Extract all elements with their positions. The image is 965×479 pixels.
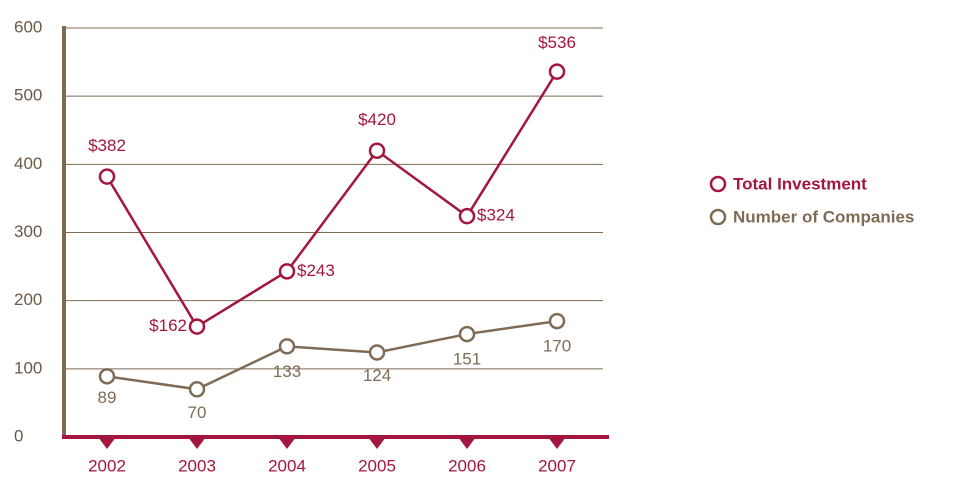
data-label: 170: [543, 337, 571, 356]
y-tick-label: 300: [14, 222, 42, 241]
x-tick-label: 2003: [178, 456, 216, 475]
data-point: [368, 344, 386, 361]
y-tick-label: 400: [14, 154, 42, 173]
y-tick-label: 500: [14, 86, 42, 105]
x-tick-label: 2005: [358, 456, 396, 475]
x-tick-label: 2004: [268, 456, 306, 475]
x-tick-label: 2006: [448, 456, 486, 475]
legend-label: Number of Companies: [733, 207, 914, 226]
data-point: [188, 381, 206, 398]
data-point: [458, 325, 476, 343]
x-tick-marker: [368, 437, 386, 449]
legend-label: Total Investment: [733, 174, 867, 193]
series-line: [106, 319, 558, 391]
x-tick-label: 2007: [538, 456, 576, 475]
x-tick-label: 2002: [88, 456, 126, 475]
data-label: $162: [149, 316, 187, 335]
data-point: [98, 168, 116, 185]
x-tick-marker: [188, 437, 206, 449]
data-label: $324: [477, 206, 515, 225]
data-point: [278, 263, 296, 280]
x-tick-marker: [98, 437, 116, 449]
y-tick-label: 100: [14, 358, 42, 377]
data-point: [548, 63, 566, 80]
data-label: $382: [88, 136, 126, 155]
legend-marker: [709, 175, 727, 193]
data-label: $420: [358, 110, 396, 129]
data-point: [278, 338, 296, 355]
data-point: [98, 368, 116, 385]
x-tick-marker: [458, 437, 476, 449]
data-label: $536: [538, 33, 576, 52]
data-label: 133: [273, 362, 301, 381]
data-label: 151: [453, 350, 481, 369]
data-point: [458, 207, 476, 225]
series-line: [105, 70, 559, 329]
x-tick-marker: [278, 437, 296, 449]
data-point: [368, 142, 386, 159]
data-label: 89: [98, 388, 117, 407]
y-tick-label: 600: [14, 17, 42, 36]
data-point: [548, 312, 566, 330]
data-point: [188, 318, 206, 335]
y-tick-label: 200: [14, 290, 42, 309]
legend-marker: [709, 208, 727, 226]
data-label: 70: [188, 403, 207, 422]
data-label: $243: [297, 261, 335, 280]
data-label: 124: [363, 366, 391, 385]
y-tick-label: 0: [14, 426, 23, 445]
x-tick-marker: [548, 437, 566, 449]
